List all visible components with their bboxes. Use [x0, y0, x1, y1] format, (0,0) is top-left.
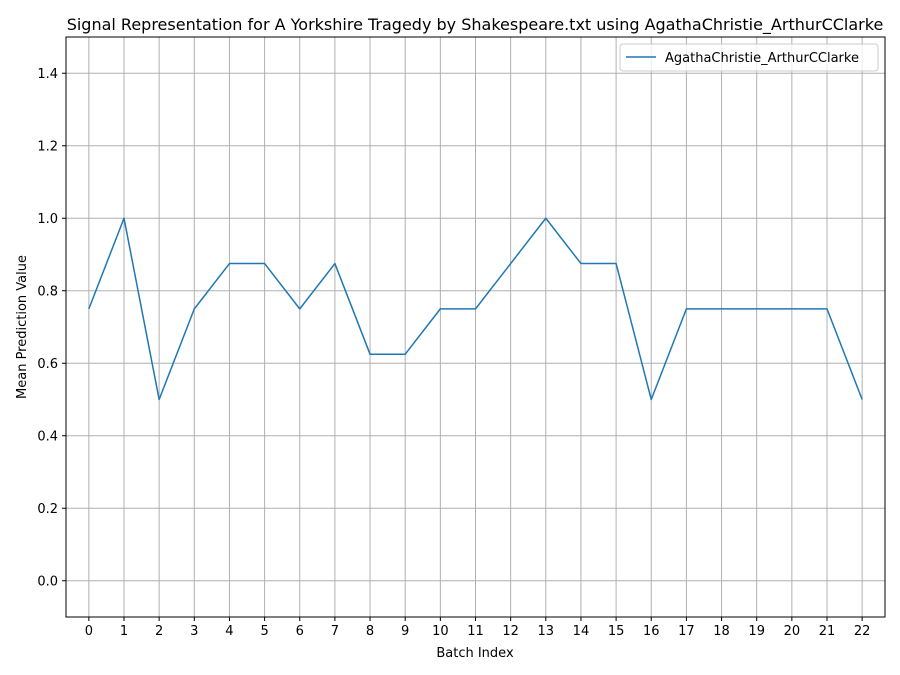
y-axis-label: Mean Prediction Value	[15, 255, 30, 399]
x-tick-label: 12	[502, 624, 519, 639]
x-tick-label: 10	[432, 624, 449, 639]
x-tick-label: 22	[854, 624, 871, 639]
series-line-0	[88, 217, 863, 401]
legend-box	[619, 43, 879, 72]
x-gridlines	[88, 37, 863, 617]
x-axis-label: Batch Index	[436, 646, 514, 661]
x-tick-label: 17	[678, 624, 695, 639]
x-tick-label: 3	[190, 624, 198, 639]
x-tick-label: 4	[225, 624, 233, 639]
y-tick-label: 0.4	[37, 429, 58, 444]
x-tick-label: 11	[467, 624, 484, 639]
legend-label: AgathaChristie_ArthurCClarke	[665, 51, 859, 66]
x-tick-label: 16	[643, 624, 660, 639]
x-tick-label: 7	[331, 624, 339, 639]
y-tick-label: 1.4	[37, 67, 58, 82]
x-tick-label: 18	[713, 624, 730, 639]
x-tick-label: 13	[538, 624, 555, 639]
y-tick-label: 1.2	[37, 139, 58, 154]
x-tick-label: 5	[260, 624, 268, 639]
y-tick-label: 0.2	[37, 502, 58, 517]
x-tick-label: 1	[120, 624, 128, 639]
series-layer	[88, 217, 863, 401]
y-gridlines	[66, 72, 885, 582]
plot-area	[65, 36, 886, 618]
x-axis-ticks: 0 1 2 3 4 5 6 7 8 9 10 11 12 13 14 15 16 17 18 19 20 21 22	[85, 617, 871, 639]
x-tick-label: 19	[748, 624, 765, 639]
x-tick-label: 8	[366, 624, 374, 639]
x-tick-label: 2	[155, 624, 163, 639]
x-tick-label: 14	[573, 624, 590, 639]
chart-title: Signal Representation for A Yorkshire Tr…	[67, 15, 884, 35]
x-tick-label: 9	[401, 624, 409, 639]
y-axis-ticks: 0.0 0.2 0.4 0.6 0.8 1.0 1.2 1.4	[37, 67, 66, 589]
x-tick-label: 20	[784, 624, 801, 639]
legend: AgathaChristie_ArthurCClarke	[619, 43, 879, 72]
y-tick-label: 0.6	[37, 357, 58, 372]
y-tick-label: 0.8	[37, 284, 58, 299]
x-tick-label: 0	[85, 624, 93, 639]
x-tick-label: 6	[296, 624, 304, 639]
y-tick-label: 1.0	[37, 212, 58, 227]
y-tick-label: 0.0	[37, 574, 58, 589]
x-tick-label: 15	[608, 624, 625, 639]
x-tick-label: 21	[819, 624, 836, 639]
